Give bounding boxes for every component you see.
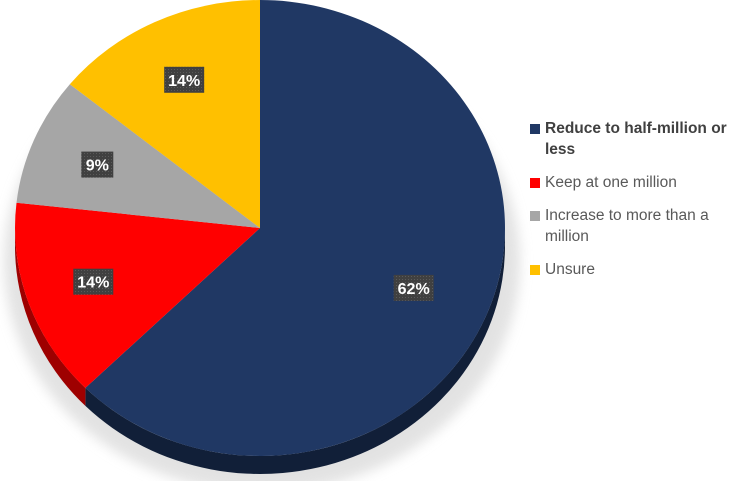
data-label: 62% [393,274,434,301]
legend-item[interactable]: Keep at one million [530,172,735,193]
pie-slice[interactable] [85,0,505,456]
data-label-box [81,151,114,178]
pie-sides [15,228,506,475]
chart-legend: Reduce to half-million or less Keep at o… [530,118,735,292]
legend-swatch [530,178,540,188]
legend-label: Keep at one million [545,174,677,191]
data-label-box [73,268,114,295]
pie-data-labels: 62% 14% 9% 14% [73,66,434,301]
legend-swatch [530,124,540,134]
pie-slice[interactable] [69,0,260,228]
data-label: 14% [73,268,114,295]
data-label: 9% [81,151,114,178]
legend-label: Increase to more than a million [545,207,709,245]
legend-swatch [530,211,540,221]
legend-label: Reduce to half-million or less [545,120,727,158]
data-label-text: 14% [168,73,200,90]
legend-item[interactable]: Reduce to half-million or less [530,118,735,160]
legend-swatch [530,265,540,275]
data-label: 14% [164,66,205,93]
data-label-text: 9% [86,158,109,175]
pie-slice[interactable] [16,84,260,228]
pie-top [15,0,505,456]
data-label-box [393,274,434,301]
legend-item[interactable]: Increase to more than a million [530,205,735,247]
pie-slice[interactable] [15,202,261,388]
pie-slice-side [15,228,86,406]
legend-item[interactable]: Unsure [530,259,735,280]
data-label-text: 14% [77,275,109,292]
data-label-text: 62% [398,281,430,298]
legend-label: Unsure [545,261,595,278]
data-label-box [164,66,205,93]
